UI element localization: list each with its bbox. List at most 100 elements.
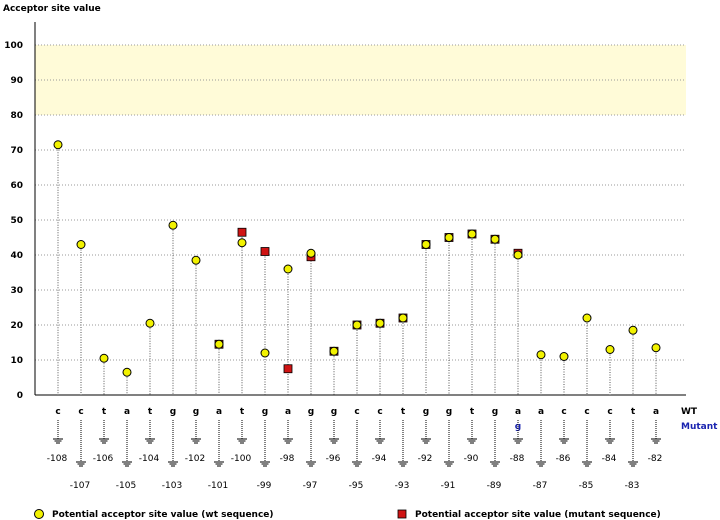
- wt-point: [145, 318, 155, 328]
- wt-point: [513, 250, 523, 260]
- legend: Potential acceptor site value (wt sequen…: [34, 509, 661, 520]
- wt-point: [214, 339, 224, 349]
- position-label: -85: [579, 481, 594, 491]
- grid-lines: [35, 44, 686, 361]
- wt-base-label: c: [55, 407, 60, 417]
- y-tick-label: 80: [10, 111, 23, 121]
- position-label: -94: [372, 454, 387, 464]
- position-label: -95: [349, 481, 364, 491]
- y-tick-label: 10: [10, 356, 23, 366]
- wt-point: [306, 248, 316, 258]
- legend-wt-label: Potential acceptor site value (wt sequen…: [52, 510, 274, 520]
- wt-point: [444, 233, 454, 242]
- wt-base-label: a: [653, 407, 659, 417]
- wt-base-label: t: [401, 407, 406, 417]
- position-label: -99: [257, 481, 272, 491]
- highlight-band: [35, 45, 686, 115]
- y-tick-label: 30: [10, 286, 23, 296]
- position-label: -82: [648, 454, 663, 464]
- mutant-point: [283, 364, 293, 374]
- wt-point: [283, 264, 293, 274]
- position-label: -86: [556, 454, 571, 464]
- wt-point: [122, 367, 132, 377]
- wt-point: [375, 318, 385, 328]
- position-label: -100: [231, 454, 252, 464]
- position-label: -83: [625, 481, 640, 491]
- chart-title: Acceptor site value: [3, 4, 101, 14]
- y-tick-label: 40: [10, 251, 23, 261]
- y-tick-label: 20: [10, 321, 23, 331]
- position-label: -108: [47, 454, 68, 464]
- y-tick-label: 50: [10, 216, 23, 226]
- wt-point: [490, 234, 500, 244]
- wt-base-label: c: [377, 407, 382, 417]
- wt-base-label: c: [561, 407, 566, 417]
- wt-base-label: c: [584, 407, 589, 417]
- mutant-point: [237, 227, 247, 237]
- wt-base-label: g: [262, 407, 268, 417]
- wt-point: [398, 313, 408, 323]
- wt-base-label: t: [470, 407, 475, 417]
- wt-base-label: t: [148, 407, 153, 417]
- wt-base-label: a: [538, 407, 544, 417]
- position-label: -98: [280, 454, 295, 464]
- position-label: -97: [303, 481, 318, 491]
- wt-base-label: g: [331, 407, 337, 417]
- position-label: -104: [139, 454, 160, 464]
- y-tick-label: 60: [10, 181, 23, 191]
- wt-base-label: a: [515, 407, 521, 417]
- stems: [57, 144, 657, 395]
- position-label: -88: [510, 454, 525, 464]
- y-tick-label: 100: [4, 41, 23, 51]
- wt-point: [352, 320, 362, 330]
- wt-base-label: g: [423, 407, 429, 417]
- mutant-point: [260, 247, 270, 256]
- wt-base-label: c: [354, 407, 359, 417]
- position-label: -84: [602, 454, 617, 464]
- y-tick-labels: 0 10 20 30 40 50 60 70 80 90 100: [4, 41, 23, 401]
- wt-point: [99, 353, 109, 363]
- wt-base-label: a: [285, 407, 291, 417]
- wt-point: [605, 345, 615, 354]
- wt-base-label: g: [193, 407, 199, 417]
- mutant-row-label: Mutant: [681, 422, 718, 432]
- wt-base-label: a: [124, 407, 130, 417]
- position-label: -107: [70, 481, 90, 491]
- position-label: -105: [116, 481, 136, 491]
- position-label: -96: [326, 454, 341, 464]
- y-tick-label: 70: [10, 146, 23, 156]
- wt-row-label: WT: [681, 407, 698, 417]
- wt-point: [559, 352, 569, 361]
- wt-point: [536, 350, 546, 360]
- wt-point: [421, 240, 431, 249]
- wt-point: [329, 346, 339, 356]
- wt-base-label: c: [78, 407, 83, 417]
- wt-point: [582, 313, 592, 323]
- position-label: -89: [487, 481, 502, 491]
- wt-point: [651, 343, 661, 353]
- wt-point: [168, 220, 178, 230]
- wt-point: [260, 348, 270, 358]
- position-label: -91: [441, 481, 456, 491]
- wt-base-label: g: [170, 407, 176, 417]
- wt-base-label: g: [446, 407, 452, 417]
- wt-point: [467, 229, 477, 239]
- position-label: -106: [93, 454, 114, 464]
- wt-base-label: g: [492, 407, 498, 417]
- position-label: -92: [418, 454, 433, 464]
- legend-mutant-label: Potential acceptor site value (mutant se…: [415, 510, 661, 520]
- wt-base-label: g: [308, 407, 314, 417]
- position-label: -101: [208, 481, 228, 491]
- position-label: -87: [533, 481, 548, 491]
- position-label: -93: [395, 481, 410, 491]
- wt-base-label: t: [102, 407, 107, 417]
- legend-mutant-marker: [397, 509, 407, 519]
- wt-point: [191, 255, 201, 265]
- sequence-rows: c -108 c -107 t -106 a -105 t -104 g -103 g -102 a -101…: [47, 407, 663, 491]
- wt-point: [76, 240, 86, 249]
- wt-base-label: t: [631, 407, 636, 417]
- wt-base-label: a: [216, 407, 222, 417]
- markers: [53, 140, 661, 377]
- wt-point: [237, 238, 247, 248]
